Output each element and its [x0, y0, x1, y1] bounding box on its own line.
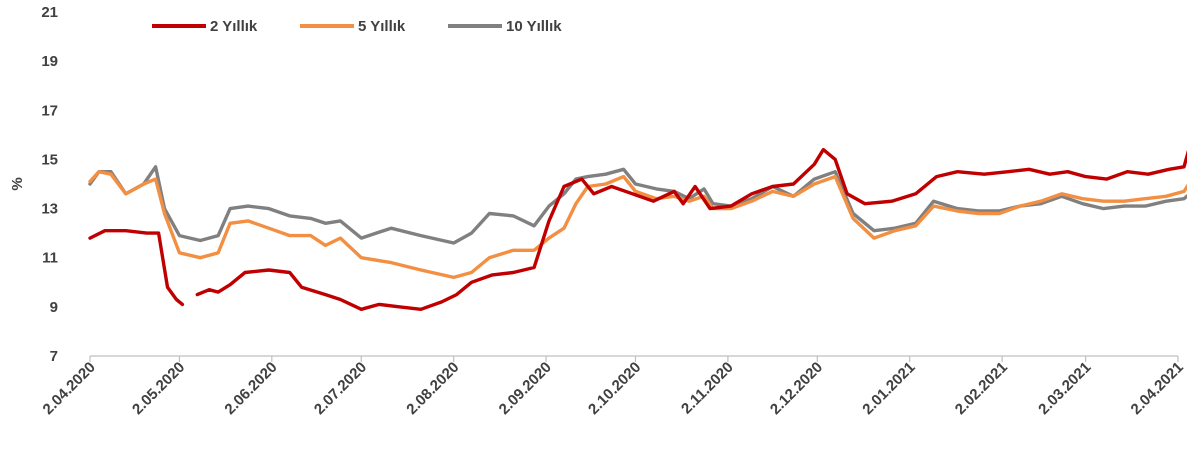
y-tick-label: 17	[41, 102, 58, 119]
legend-label: 10 Yıllık	[506, 18, 562, 35]
series-line	[88, 147, 1187, 311]
x-tick-label: 2.12.2020	[767, 359, 826, 418]
legend: 2 Yıllık 5 Yıllık 10 Yıllık	[152, 18, 562, 35]
legend-label: 2 Yıllık	[210, 18, 258, 35]
y-tick-label: 13	[41, 201, 58, 218]
x-tick-label: 2.07.2020	[311, 359, 370, 418]
series-line	[88, 165, 1187, 245]
legend-label: 5 Yıllık	[358, 18, 406, 35]
x-tick-label: 2.09.2020	[496, 359, 555, 418]
series-line	[88, 170, 1187, 280]
x-tick-label: 2.08.2020	[403, 359, 462, 418]
x-tick-label: 2.11.2020	[678, 359, 737, 418]
x-axis: 2.04.2020 2.05.2020 2.06.2020 2.07.2020 2.08…	[40, 355, 1187, 418]
y-tick-label: 15	[41, 151, 58, 168]
y-tick-label: 11	[42, 250, 58, 267]
y-tick-label: 19	[41, 53, 58, 70]
y-tick-label: 21	[41, 4, 58, 21]
x-tick-label: 2.02.2021	[952, 359, 1011, 418]
x-tick-label: 2.03.2021	[1035, 359, 1094, 418]
x-tick-label: 2.04.2021	[1128, 359, 1187, 418]
y-axis-title: %	[9, 177, 26, 190]
series-layer	[88, 147, 1187, 311]
y-axis: 7 9 11 13 15 17 19 21	[41, 4, 58, 365]
x-tick-label: 2.06.2020	[221, 359, 280, 418]
y-tick-label: 9	[50, 299, 58, 316]
y-tick-label: 7	[50, 348, 58, 365]
x-tick-label: 2.05.2020	[129, 359, 188, 418]
x-tick-label: 2.10.2020	[585, 359, 644, 418]
x-tick-label: 2.04.2020	[40, 359, 99, 418]
x-tick-label: 2.01.2021	[859, 359, 918, 418]
